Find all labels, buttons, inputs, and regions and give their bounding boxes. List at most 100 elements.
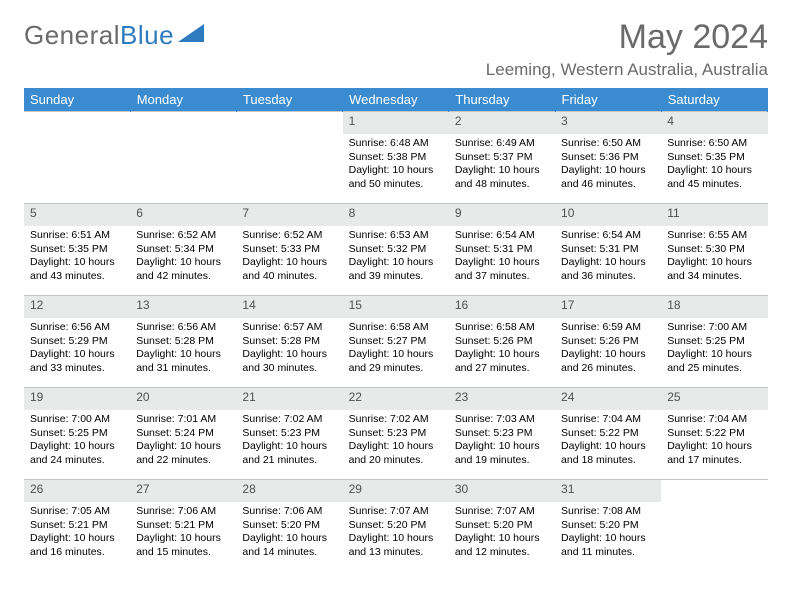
day-number-cell: 20 — [130, 388, 236, 411]
daynum-row: 567891011 — [24, 204, 768, 227]
day-content-cell — [661, 502, 767, 571]
sunrise-text: Sunrise: 6:54 AM — [455, 229, 549, 243]
day-content-cell: Sunrise: 6:59 AMSunset: 5:26 PMDaylight:… — [555, 318, 661, 388]
daylight-text-2: and 33 minutes. — [30, 362, 124, 376]
daylight-text-1: Daylight: 10 hours — [242, 256, 336, 270]
daynum-row: 262728293031 — [24, 480, 768, 503]
sunrise-text: Sunrise: 6:50 AM — [561, 137, 655, 151]
sunset-text: Sunset: 5:35 PM — [30, 243, 124, 257]
sunset-text: Sunset: 5:25 PM — [30, 427, 124, 441]
day-number-cell: 19 — [24, 388, 130, 411]
day-number-cell: 26 — [24, 480, 130, 503]
sunset-text: Sunset: 5:26 PM — [455, 335, 549, 349]
day-number-cell: 7 — [236, 204, 342, 227]
day-number-cell: 8 — [343, 204, 449, 227]
sunset-text: Sunset: 5:20 PM — [455, 519, 549, 533]
daylight-text-2: and 19 minutes. — [455, 454, 549, 468]
day-content-cell: Sunrise: 7:00 AMSunset: 5:25 PMDaylight:… — [24, 410, 130, 480]
daylight-text-1: Daylight: 10 hours — [242, 532, 336, 546]
sunset-text: Sunset: 5:33 PM — [242, 243, 336, 257]
day-header: Saturday — [661, 88, 767, 112]
day-number-cell: 29 — [343, 480, 449, 503]
sunset-text: Sunset: 5:23 PM — [242, 427, 336, 441]
daylight-text-2: and 46 minutes. — [561, 178, 655, 192]
daylight-text-2: and 12 minutes. — [455, 546, 549, 560]
daylight-text-2: and 21 minutes. — [242, 454, 336, 468]
sunset-text: Sunset: 5:23 PM — [455, 427, 549, 441]
day-content-cell: Sunrise: 6:51 AMSunset: 5:35 PMDaylight:… — [24, 226, 130, 296]
day-content-cell: Sunrise: 7:04 AMSunset: 5:22 PMDaylight:… — [555, 410, 661, 480]
daylight-text-1: Daylight: 10 hours — [136, 532, 230, 546]
daylight-text-2: and 20 minutes. — [349, 454, 443, 468]
sunset-text: Sunset: 5:23 PM — [349, 427, 443, 441]
sunset-text: Sunset: 5:31 PM — [455, 243, 549, 257]
day-content-cell: Sunrise: 7:07 AMSunset: 5:20 PMDaylight:… — [449, 502, 555, 571]
daylight-text-2: and 27 minutes. — [455, 362, 549, 376]
content-row: Sunrise: 7:00 AMSunset: 5:25 PMDaylight:… — [24, 410, 768, 480]
day-content-cell: Sunrise: 7:04 AMSunset: 5:22 PMDaylight:… — [661, 410, 767, 480]
sunset-text: Sunset: 5:38 PM — [349, 151, 443, 165]
sunrise-text: Sunrise: 6:52 AM — [242, 229, 336, 243]
sunrise-text: Sunrise: 6:50 AM — [667, 137, 761, 151]
sunrise-text: Sunrise: 6:57 AM — [242, 321, 336, 335]
sunrise-text: Sunrise: 6:58 AM — [349, 321, 443, 335]
daylight-text-1: Daylight: 10 hours — [349, 348, 443, 362]
day-number-cell: 10 — [555, 204, 661, 227]
daylight-text-1: Daylight: 10 hours — [349, 440, 443, 454]
daylight-text-1: Daylight: 10 hours — [136, 256, 230, 270]
day-content-cell: Sunrise: 6:54 AMSunset: 5:31 PMDaylight:… — [555, 226, 661, 296]
daylight-text-1: Daylight: 10 hours — [561, 256, 655, 270]
daylight-text-1: Daylight: 10 hours — [242, 348, 336, 362]
sunrise-text: Sunrise: 7:06 AM — [136, 505, 230, 519]
day-content-cell: Sunrise: 7:01 AMSunset: 5:24 PMDaylight:… — [130, 410, 236, 480]
day-number-cell: 17 — [555, 296, 661, 319]
daylight-text-1: Daylight: 10 hours — [455, 164, 549, 178]
daylight-text-2: and 11 minutes. — [561, 546, 655, 560]
daylight-text-2: and 22 minutes. — [136, 454, 230, 468]
daylight-text-1: Daylight: 10 hours — [455, 348, 549, 362]
day-number-cell: 2 — [449, 112, 555, 135]
daylight-text-1: Daylight: 10 hours — [561, 532, 655, 546]
calendar-table: SundayMondayTuesdayWednesdayThursdayFrid… — [24, 88, 768, 571]
daylight-text-2: and 18 minutes. — [561, 454, 655, 468]
day-header: Tuesday — [236, 88, 342, 112]
day-number-cell: 14 — [236, 296, 342, 319]
day-content-cell: Sunrise: 7:05 AMSunset: 5:21 PMDaylight:… — [24, 502, 130, 571]
sunrise-text: Sunrise: 6:56 AM — [136, 321, 230, 335]
content-row: Sunrise: 7:05 AMSunset: 5:21 PMDaylight:… — [24, 502, 768, 571]
day-number-cell: 30 — [449, 480, 555, 503]
title-block: May 2024 Leeming, Western Australia, Aus… — [486, 20, 768, 80]
daylight-text-2: and 36 minutes. — [561, 270, 655, 284]
sunrise-text: Sunrise: 6:48 AM — [349, 137, 443, 151]
logo-text-1: General — [24, 20, 120, 51]
day-content-cell — [236, 134, 342, 204]
sunrise-text: Sunrise: 6:58 AM — [455, 321, 549, 335]
sunset-text: Sunset: 5:30 PM — [667, 243, 761, 257]
sunrise-text: Sunrise: 6:59 AM — [561, 321, 655, 335]
day-content-cell: Sunrise: 6:56 AMSunset: 5:28 PMDaylight:… — [130, 318, 236, 388]
day-content-cell: Sunrise: 6:49 AMSunset: 5:37 PMDaylight:… — [449, 134, 555, 204]
day-number-cell: 21 — [236, 388, 342, 411]
day-content-cell: Sunrise: 6:48 AMSunset: 5:38 PMDaylight:… — [343, 134, 449, 204]
daylight-text-2: and 42 minutes. — [136, 270, 230, 284]
daylight-text-1: Daylight: 10 hours — [667, 348, 761, 362]
day-content-cell: Sunrise: 7:06 AMSunset: 5:21 PMDaylight:… — [130, 502, 236, 571]
day-content-cell: Sunrise: 7:02 AMSunset: 5:23 PMDaylight:… — [236, 410, 342, 480]
day-content-cell: Sunrise: 6:55 AMSunset: 5:30 PMDaylight:… — [661, 226, 767, 296]
day-header-row: SundayMondayTuesdayWednesdayThursdayFrid… — [24, 88, 768, 112]
day-number-cell: 22 — [343, 388, 449, 411]
logo: GeneralBlue — [24, 20, 204, 51]
sunset-text: Sunset: 5:28 PM — [136, 335, 230, 349]
daylight-text-2: and 24 minutes. — [30, 454, 124, 468]
day-content-cell: Sunrise: 7:06 AMSunset: 5:20 PMDaylight:… — [236, 502, 342, 571]
day-number-cell: 11 — [661, 204, 767, 227]
day-number-cell: 3 — [555, 112, 661, 135]
sunset-text: Sunset: 5:35 PM — [667, 151, 761, 165]
day-content-cell: Sunrise: 6:52 AMSunset: 5:33 PMDaylight:… — [236, 226, 342, 296]
day-header: Thursday — [449, 88, 555, 112]
day-number-cell — [661, 480, 767, 503]
day-content-cell: Sunrise: 6:50 AMSunset: 5:36 PMDaylight:… — [555, 134, 661, 204]
sunrise-text: Sunrise: 6:56 AM — [30, 321, 124, 335]
daylight-text-1: Daylight: 10 hours — [455, 256, 549, 270]
daylight-text-1: Daylight: 10 hours — [561, 348, 655, 362]
